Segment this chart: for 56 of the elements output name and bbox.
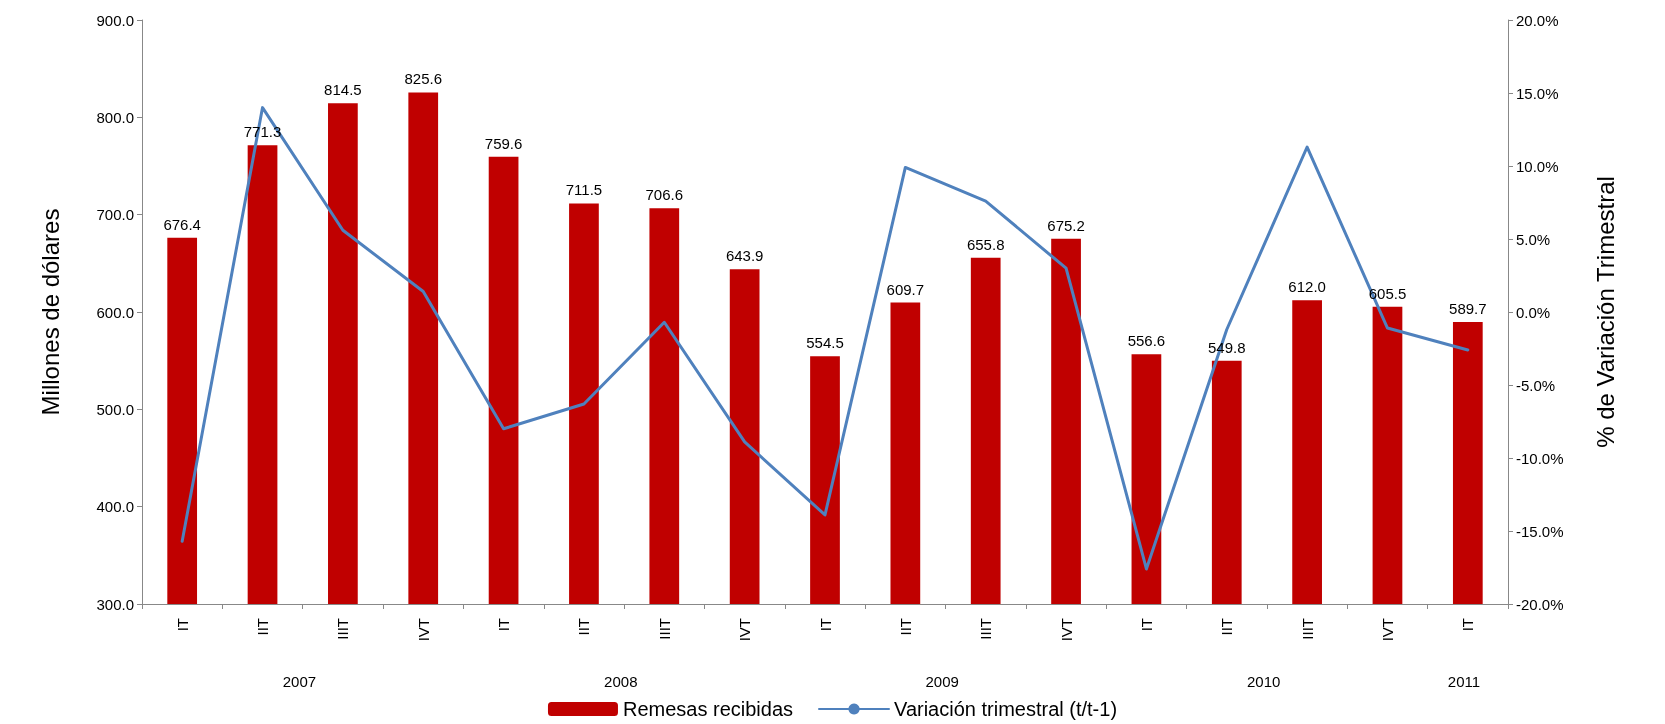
text: 2008 [604,673,638,690]
x-tick-label: IVT [414,618,432,642]
text: 2007 [282,673,317,690]
data-label: 609.7 [886,280,925,298]
x-tick-label: IIT [896,618,914,636]
y2-tick-label: 5.0% [1516,230,1551,248]
y2-tick-label: 20.0% [1516,11,1559,29]
y-tick-label: 500.0 [96,400,134,418]
y-axis-title: Millones de dólares [36,208,64,416]
text: 2010 [1246,673,1281,690]
y-tick-label: 400.0 [96,498,134,516]
x-tick-label: IIT [1218,618,1236,636]
data-label: 759.6 [484,134,523,152]
x-tick-label: IIIT [334,618,352,640]
y-tick-label: 600.0 [96,303,134,321]
data-label: 655.8 [966,235,1005,253]
text: 2011 [1447,673,1481,690]
data-label: 612.0 [1288,278,1326,296]
x-tick-label: IVT [1057,618,1075,642]
y2-tick-label: 15.0% [1516,84,1559,102]
y2-tick-label: 0.0% [1516,303,1551,321]
x-tick-label: IT [495,618,513,632]
x-tick-label: IT [1137,618,1155,632]
legend-label: Remesas recibidas [622,698,794,720]
data-label: 589.7 [1449,300,1487,318]
x-tick-label: IVT [1378,618,1396,642]
text: 2009 [925,673,959,690]
x-tick-label: IIIT [977,618,995,640]
x-tick-label: IT [1459,618,1477,632]
data-label: 814.5 [324,81,362,99]
y-tick-label: 700.0 [96,206,134,224]
x-tick-label: IIT [254,618,272,636]
y2-tick-label: -20.0% [1516,595,1564,613]
data-label: 825.6 [404,70,443,88]
y-tick-label: 300.0 [96,595,134,613]
y-tick-label: 800.0 [96,108,134,126]
legend-label: Variación trimestral (t/t-1) [894,698,1118,720]
x-tick-label: IVT [736,618,754,642]
data-label: 675.2 [1047,216,1085,234]
x-tick-label: IIT [575,618,593,636]
x-tick-label: IT [173,618,191,632]
y2-tick-label: -15.0% [1516,522,1564,540]
data-label: 706.6 [645,186,684,204]
x-tick-label: IIIT [1298,618,1316,640]
y2-axis-title: % de Variación Trimestral [1591,176,1619,448]
y-tick-label: 900.0 [96,11,134,29]
data-label: 643.9 [725,247,764,265]
x-tick-label: IT [816,618,834,632]
data-label: 554.5 [806,334,844,352]
data-label: 711.5 [565,181,603,199]
y2-tick-label: 10.0% [1516,157,1559,175]
y2-tick-label: -5.0% [1516,376,1556,394]
y2-tick-label: -10.0% [1516,449,1564,467]
data-label: 676.4 [163,215,201,233]
x-tick-label: IIIT [655,618,673,640]
data-label: 556.6 [1127,332,1166,350]
